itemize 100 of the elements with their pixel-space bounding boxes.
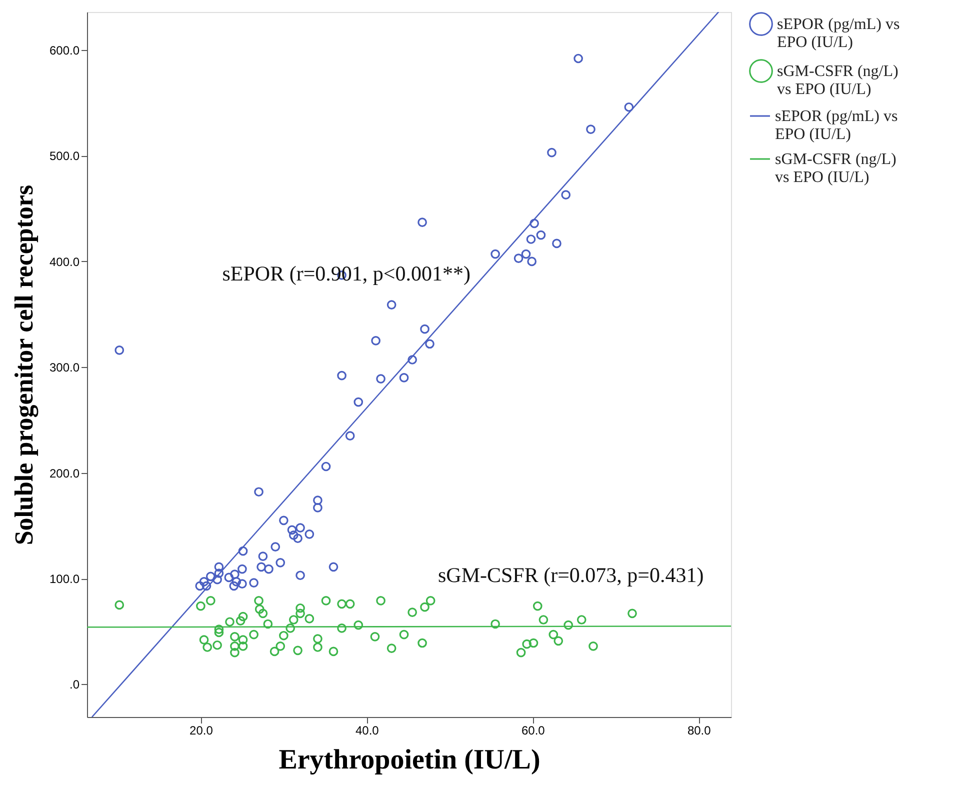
point bbox=[530, 218, 539, 228]
point bbox=[420, 324, 430, 334]
point bbox=[345, 431, 355, 441]
point bbox=[249, 630, 258, 640]
point bbox=[313, 496, 322, 505]
point bbox=[287, 525, 297, 535]
y-tick-label: 500.0 bbox=[49, 149, 80, 164]
x-tick-label: 20.0 bbox=[190, 724, 214, 738]
point bbox=[564, 620, 574, 630]
point bbox=[304, 614, 314, 624]
point bbox=[386, 644, 396, 653]
point bbox=[214, 624, 224, 634]
y-axis-title: Soluble progenitor cell receptors bbox=[9, 184, 38, 546]
point bbox=[288, 530, 298, 540]
point bbox=[313, 503, 322, 512]
y-tick-label: 300.0 bbox=[49, 360, 80, 375]
point bbox=[321, 596, 331, 606]
point bbox=[288, 615, 298, 624]
point bbox=[588, 642, 598, 651]
point bbox=[206, 572, 216, 582]
point bbox=[286, 624, 295, 633]
point bbox=[202, 581, 212, 591]
legend-label: sGM-CSFR (ng/L) vs EPO (IU/L) bbox=[777, 63, 898, 98]
point bbox=[199, 577, 209, 586]
point bbox=[370, 632, 380, 642]
point bbox=[232, 577, 242, 586]
point bbox=[199, 635, 209, 645]
point bbox=[258, 608, 268, 618]
point bbox=[399, 373, 409, 382]
point bbox=[574, 54, 583, 64]
point bbox=[293, 646, 302, 656]
point bbox=[258, 552, 268, 562]
point bbox=[521, 249, 531, 259]
point bbox=[238, 612, 248, 622]
point bbox=[256, 562, 266, 572]
point bbox=[296, 608, 305, 618]
point bbox=[490, 249, 500, 259]
point bbox=[212, 640, 222, 650]
point bbox=[214, 628, 224, 638]
point bbox=[354, 620, 364, 630]
annotation: sGM-CSFR (r=0.073, p=0.431) bbox=[438, 563, 704, 587]
point bbox=[628, 608, 637, 618]
point bbox=[236, 616, 246, 626]
point bbox=[337, 624, 346, 633]
point bbox=[386, 300, 396, 310]
point bbox=[276, 642, 286, 651]
point bbox=[586, 124, 596, 134]
point bbox=[249, 578, 258, 588]
point bbox=[238, 579, 247, 588]
point bbox=[514, 254, 524, 263]
point bbox=[408, 355, 417, 364]
point bbox=[230, 642, 240, 651]
point bbox=[418, 218, 427, 228]
y-tick-label: 200.0 bbox=[49, 466, 80, 480]
point bbox=[328, 646, 338, 656]
x-tick-label: 40.0 bbox=[355, 724, 380, 738]
point bbox=[195, 581, 205, 591]
point bbox=[399, 630, 409, 640]
point bbox=[408, 608, 417, 618]
point bbox=[522, 639, 532, 649]
y-tick-label: 600.0 bbox=[49, 44, 80, 58]
point bbox=[230, 570, 240, 579]
point bbox=[420, 602, 430, 612]
point bbox=[337, 370, 346, 380]
point bbox=[552, 238, 562, 248]
point bbox=[528, 638, 538, 648]
y-tick-label: 100.0 bbox=[49, 572, 80, 586]
point bbox=[576, 615, 586, 624]
x-tick-label: 60.0 bbox=[521, 724, 546, 738]
point bbox=[214, 568, 224, 578]
point bbox=[345, 599, 355, 609]
point bbox=[490, 619, 500, 629]
point bbox=[321, 462, 331, 472]
point bbox=[276, 558, 286, 568]
point bbox=[527, 256, 536, 266]
point bbox=[624, 102, 634, 112]
point bbox=[293, 534, 302, 544]
x-tick-label: 80.0 bbox=[687, 724, 712, 738]
y-tick-label: 400.0 bbox=[49, 254, 80, 269]
point bbox=[238, 564, 247, 574]
point bbox=[376, 374, 386, 384]
point bbox=[270, 646, 280, 656]
point bbox=[263, 619, 273, 629]
point bbox=[328, 562, 338, 572]
point bbox=[296, 523, 305, 532]
point bbox=[202, 642, 212, 652]
point bbox=[230, 632, 240, 642]
point bbox=[254, 487, 264, 497]
point bbox=[548, 630, 558, 640]
point bbox=[538, 615, 548, 624]
point bbox=[526, 234, 536, 244]
point bbox=[371, 336, 380, 346]
point bbox=[238, 642, 248, 651]
point bbox=[561, 190, 571, 200]
y-tick-label: .0 bbox=[69, 678, 80, 692]
annotation: sEPOR (r=0.901, p<0.001**) bbox=[222, 261, 471, 286]
legend-label: sEPOR (pg/mL) vs EPO (IU/L) bbox=[777, 16, 900, 51]
point bbox=[206, 596, 216, 606]
point bbox=[313, 634, 322, 644]
point bbox=[264, 564, 274, 574]
